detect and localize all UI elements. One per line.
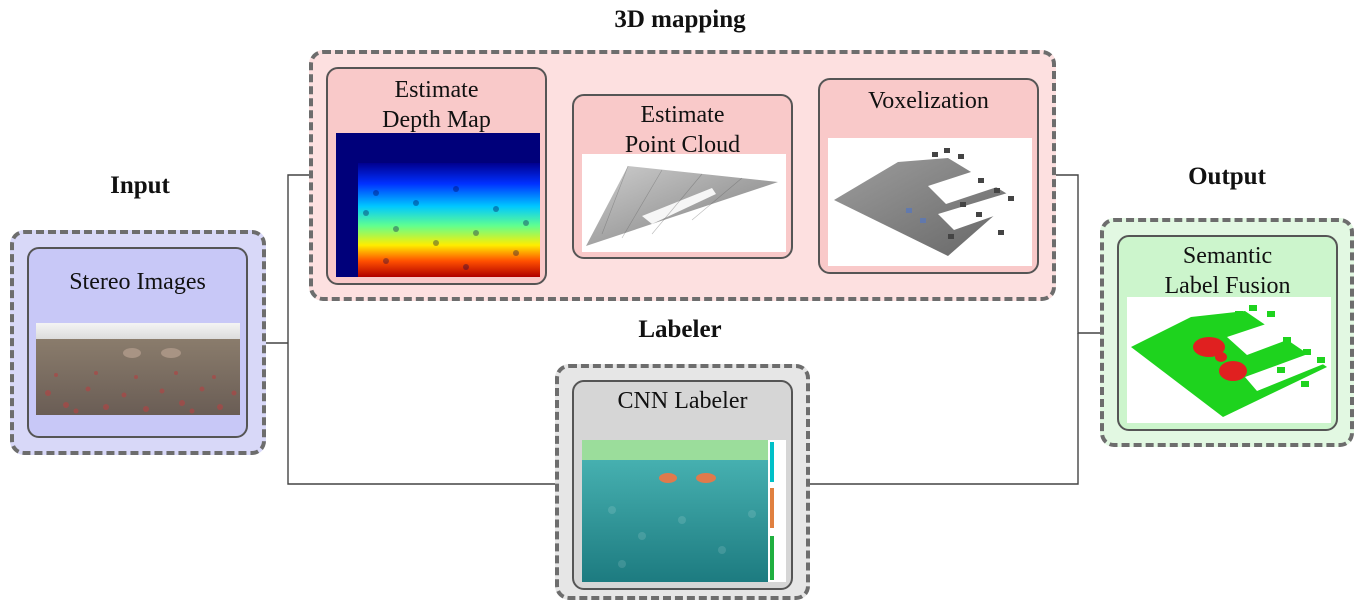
- semantic-label-fusion-node: Semantic Label Fusion: [1117, 235, 1338, 431]
- wire-voxel-to-fusion: [1039, 174, 1119, 339]
- estimate-depth-map-label-line1: Estimate: [394, 77, 479, 103]
- section-title-mapping: 3D mapping: [614, 6, 746, 33]
- estimate-depth-map-label-line2: Depth Map: [382, 107, 491, 133]
- wire-cnn-to-fusion: [792, 333, 1079, 485]
- estimate-point-cloud-label-line2: Point Cloud: [624, 132, 741, 158]
- semantic-label-fusion-label-line2: Label Fusion: [1164, 273, 1291, 299]
- depth-map-image: [336, 133, 540, 277]
- cnn-labeler-node: CNN Labeler: [572, 380, 793, 590]
- section-title-labeler: Labeler: [638, 316, 722, 343]
- voxelization-label: Voxelization: [868, 88, 989, 114]
- estimate-point-cloud-node: Estimate Point Cloud: [572, 94, 793, 259]
- estimate-depth-map-node: Estimate Depth Map: [326, 67, 547, 285]
- section-title-output: Output: [1188, 163, 1266, 190]
- stereo-images-node: Stereo Images: [27, 247, 248, 438]
- section-title-input: Input: [110, 172, 170, 199]
- voxelization-node: Voxelization: [818, 78, 1039, 274]
- stereo-image-thumbnail: [36, 323, 240, 415]
- cnn-labeler-label: CNN Labeler: [617, 388, 748, 414]
- semantic-fusion-image: [1127, 297, 1331, 423]
- estimate-point-cloud-label-line1: Estimate: [640, 102, 725, 128]
- cnn-labeler-image: [582, 440, 786, 582]
- point-cloud-image: [582, 154, 786, 252]
- stereo-images-label: Stereo Images: [69, 269, 206, 295]
- wire-to-cnn: [287, 343, 574, 490]
- voxelization-image: [828, 138, 1032, 266]
- semantic-label-fusion-label-line1: Semantic: [1182, 243, 1273, 269]
